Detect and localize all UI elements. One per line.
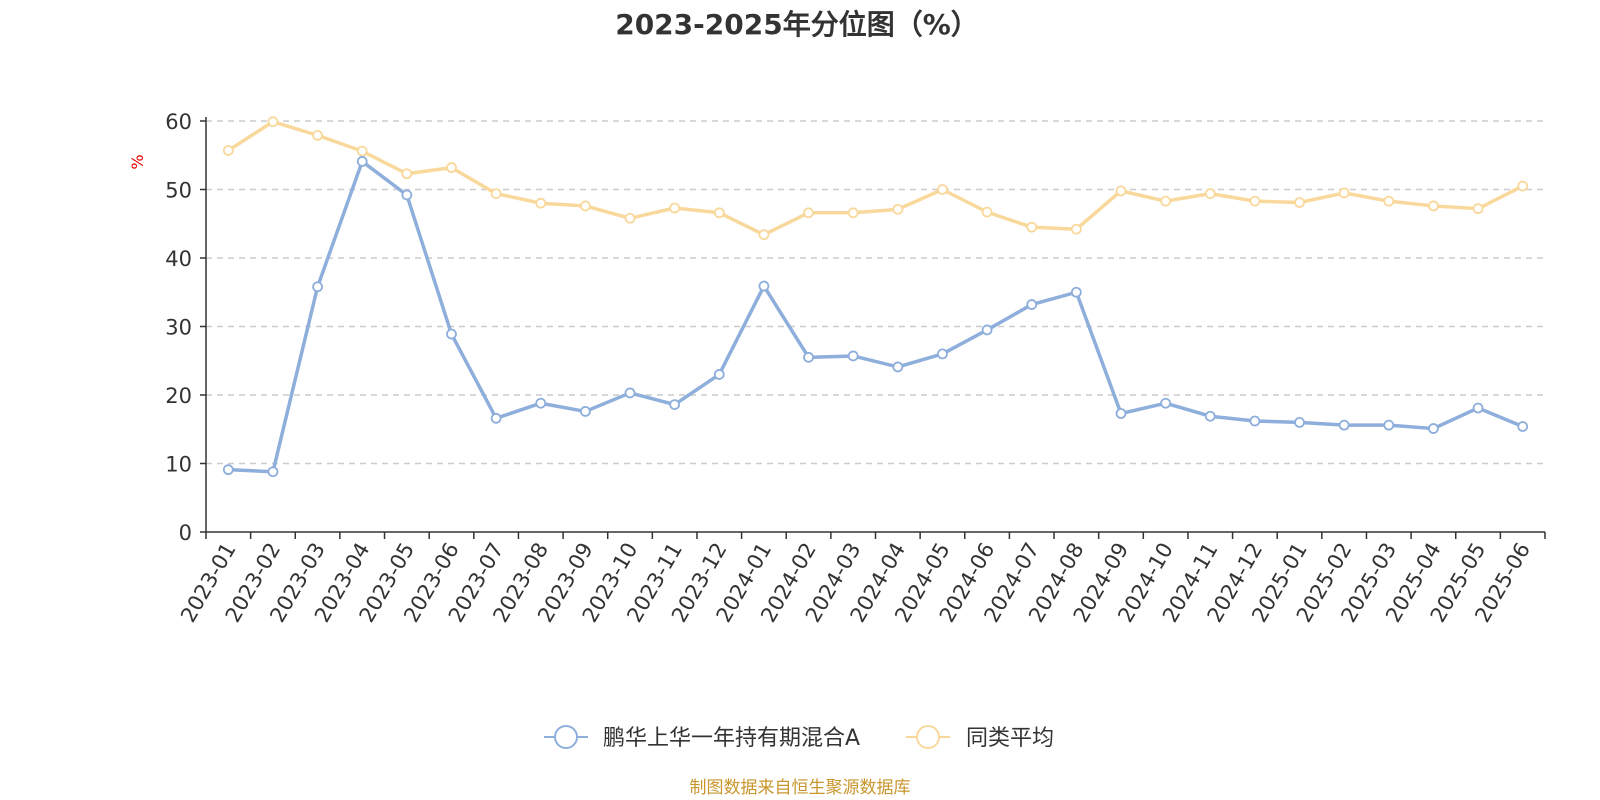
data-point-0[interactable] xyxy=(1294,416,1305,428)
data-point-1[interactable] xyxy=(803,207,814,219)
data-point-1[interactable] xyxy=(1070,223,1082,235)
axes xyxy=(205,117,1545,533)
data-point-0[interactable] xyxy=(1204,410,1216,422)
data-point-0[interactable] xyxy=(267,466,279,478)
grid-lines xyxy=(206,120,1545,465)
legend-label[interactable]: 鹏华上华一年持有期混合A xyxy=(603,726,860,751)
data-point-1[interactable] xyxy=(312,129,323,141)
y-tick-label: 50 xyxy=(165,179,192,203)
series-line-0 xyxy=(226,159,1525,474)
data-point-0[interactable] xyxy=(758,280,770,292)
data-point-1[interactable] xyxy=(267,116,279,128)
data-point-0[interactable] xyxy=(1338,419,1350,431)
data-point-1[interactable] xyxy=(490,188,502,200)
chart-title: 2023-2025年分位图（%） xyxy=(615,8,979,41)
y-axis-unit: % xyxy=(128,154,147,169)
data-point-1[interactable] xyxy=(1383,195,1395,207)
legend-swatch-marker xyxy=(916,725,940,749)
data-point-1[interactable] xyxy=(446,162,457,173)
data-point-1[interactable] xyxy=(1294,197,1305,208)
data-point-1[interactable] xyxy=(847,207,859,219)
data-point-0[interactable] xyxy=(713,369,725,380)
data-point-1[interactable] xyxy=(1249,195,1261,207)
y-tick-label: 60 xyxy=(165,110,192,134)
y-tick-label: 40 xyxy=(165,247,192,271)
data-point-1[interactable] xyxy=(1115,185,1127,197)
data-point-1[interactable] xyxy=(892,203,904,215)
legend-swatch-marker xyxy=(554,725,578,749)
data-point-0[interactable] xyxy=(446,328,457,340)
data-point-1[interactable] xyxy=(401,168,413,180)
data-point-1[interactable] xyxy=(356,145,368,157)
legend-label[interactable]: 同类平均 xyxy=(966,726,1054,751)
x-axis-ticks: 2023-012023-022023-032023-042023-052023-… xyxy=(176,532,1546,626)
data-point-0[interactable] xyxy=(1472,402,1484,414)
data-point-1[interactable] xyxy=(624,212,636,224)
data-point-0[interactable] xyxy=(1070,286,1082,298)
data-point-1[interactable] xyxy=(937,184,948,195)
data-point-1[interactable] xyxy=(1160,195,1172,207)
data-point-0[interactable] xyxy=(892,361,904,373)
data-point-0[interactable] xyxy=(1115,408,1127,419)
y-tick-label: 10 xyxy=(165,453,192,477)
data-point-0[interactable] xyxy=(1383,419,1395,431)
data-point-0[interactable] xyxy=(803,351,814,363)
data-point-0[interactable] xyxy=(669,399,681,410)
data-point-0[interactable] xyxy=(401,189,413,201)
data-point-0[interactable] xyxy=(1428,423,1439,434)
legend: 鹏华上华一年持有期混合A 同类平均 xyxy=(544,725,1054,751)
data-point-1[interactable] xyxy=(1472,203,1484,215)
data-point-1[interactable] xyxy=(669,202,681,214)
data-point-0[interactable] xyxy=(1160,397,1172,409)
data-point-1[interactable] xyxy=(713,207,725,219)
data-point-1[interactable] xyxy=(758,229,770,241)
data-point-0[interactable] xyxy=(1026,299,1038,310)
series-group xyxy=(222,116,1529,478)
data-point-0[interactable] xyxy=(490,412,502,424)
data-point-0[interactable] xyxy=(222,464,234,476)
data-point-0[interactable] xyxy=(1517,421,1529,432)
data-point-1[interactable] xyxy=(981,206,993,218)
data-point-0[interactable] xyxy=(579,406,591,417)
y-tick-label: 0 xyxy=(179,521,192,545)
data-point-0[interactable] xyxy=(1249,415,1261,427)
data-point-1[interactable] xyxy=(535,197,547,209)
data-point-0[interactable] xyxy=(624,387,636,399)
data-point-1[interactable] xyxy=(1204,188,1216,200)
data-point-0[interactable] xyxy=(356,156,368,167)
data-point-1[interactable] xyxy=(222,145,234,156)
data-point-0[interactable] xyxy=(312,281,323,293)
data-point-0[interactable] xyxy=(535,397,547,409)
data-point-1[interactable] xyxy=(1338,187,1350,199)
data-point-1[interactable] xyxy=(1428,200,1439,212)
data-point-0[interactable] xyxy=(847,350,859,362)
data-point-1[interactable] xyxy=(579,200,591,212)
data-point-0[interactable] xyxy=(937,348,948,360)
data-point-0[interactable] xyxy=(981,324,993,336)
data-source-note: 制图数据来自恒生聚源数据库 xyxy=(690,778,911,798)
data-point-1[interactable] xyxy=(1026,221,1038,233)
series-line-1 xyxy=(226,119,1525,237)
data-point-1[interactable] xyxy=(1517,180,1529,192)
y-axis-ticks: 0 10 20 30 40 50 60 xyxy=(165,110,206,545)
y-tick-label: 30 xyxy=(165,316,192,340)
y-tick-label: 20 xyxy=(165,384,192,408)
